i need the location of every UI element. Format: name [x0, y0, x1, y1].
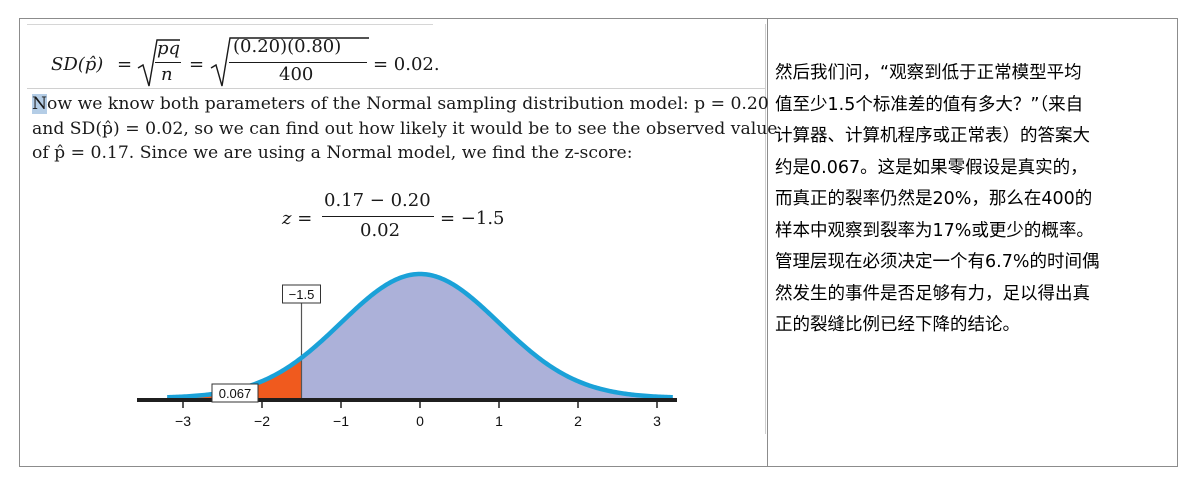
table-frame	[19, 18, 1178, 467]
x-tick-label: 2	[574, 413, 582, 429]
sd-result: = 0.02.	[373, 54, 440, 75]
z-label-box	[282, 284, 321, 304]
column-divider	[767, 18, 768, 467]
x-tick-label: 0	[416, 413, 424, 429]
answer-line: 约是0.067。这是如果零假设是真实的，	[775, 157, 1088, 178]
answer-line: 而真正的裂率仍然是20%，那么在400的	[775, 189, 1093, 209]
answer-line: 管理层现在必须决定一个有6.7%的时间偶	[775, 252, 1100, 272]
z-numerator: 0.17 − 0.20	[324, 190, 431, 211]
sqrt-sign-2	[210, 37, 369, 87]
z-fraction-bar	[322, 216, 434, 217]
paragraph-line-1-text: ow we know both parameters of the Normal…	[47, 94, 769, 114]
excerpt-top-rule	[27, 24, 433, 25]
z-denominator: 0.02	[360, 220, 401, 241]
x-tick-label: 3	[653, 413, 661, 429]
sd-eq-sign-1: =	[117, 54, 133, 75]
answer-text: 然后我们问，“观察到低于正常模型平均 值至少1.5个标准差的值有多大？”（来自 …	[775, 58, 1173, 342]
normal-curve-plot: −3 −2 −1 0 1 2 3 −1.5 0.067	[137, 271, 677, 429]
sd-eq-sign-2: =	[189, 54, 205, 75]
x-tick-label: −2	[254, 413, 270, 429]
textbook-excerpt: SD(p̂) = pq n = (0.20)(0.80) 400 = 0.02.…	[27, 24, 778, 434]
z-label: −1.5	[289, 287, 315, 302]
paragraph-line-2: and SD(p̂) = 0.02, so we can find out ho…	[32, 118, 778, 139]
x-tick-label: 1	[495, 413, 503, 429]
frac1-bar	[155, 62, 181, 63]
x-axis-ticks: −3 −2 −1 0 1 2 3	[175, 400, 661, 429]
excerpt-rule	[27, 88, 765, 89]
sd-lhs: SD(p̂)	[51, 54, 104, 75]
selection-highlight: N	[32, 94, 48, 114]
frac2-numerator: (0.20)(0.80)	[233, 36, 342, 57]
paragraph-line-3: of p̂ = 0.17. Since we are using a Norma…	[32, 143, 633, 163]
x-tick-label: −3	[175, 413, 191, 429]
answer-line: 计算器、计算机程序或正常表）的答案大	[775, 126, 1090, 146]
left-tail-area	[167, 357, 302, 398]
curve-area-fill	[167, 274, 673, 398]
z-lhs: z =	[282, 208, 313, 229]
sqrt-sign-1	[137, 39, 180, 87]
z-result: = −1.5	[440, 208, 505, 229]
frac2-bar	[229, 62, 367, 63]
answer-line: 正的裂缝比例已经下降的结论。	[775, 315, 1020, 335]
answer-line: 值至少1.5个标准差的值有多大？”（来自	[775, 94, 1084, 115]
x-tick-label: −1	[333, 413, 349, 429]
area-label-box	[211, 383, 259, 403]
answer-line: 然后我们问，“观察到低于正常模型平均	[775, 63, 1082, 83]
frac2-denominator: 400	[279, 64, 314, 85]
paragraph-line-1: Now we know both parameters of the Norma…	[32, 92, 769, 117]
frac1-denominator: n	[161, 64, 173, 85]
frac1-numerator: pq	[157, 38, 181, 59]
excerpt-paragraph: Now we know both parameters of the Norma…	[32, 92, 778, 166]
answer-line: 样本中观察到裂率为17%或更少的概率。	[775, 220, 1094, 241]
area-label: 0.067	[219, 386, 252, 401]
answer-line: 然发生的事件是否足够有力，足以得出真	[775, 283, 1090, 304]
